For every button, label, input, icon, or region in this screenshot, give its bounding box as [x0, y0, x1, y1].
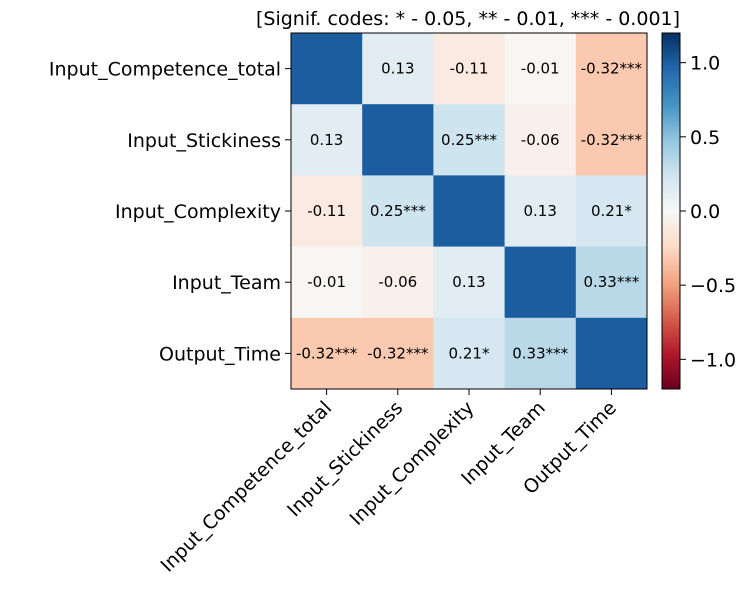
- cell-value-label: 0.25***: [441, 131, 497, 149]
- heatmap-cell: [504, 317, 577, 390]
- cell-value-label: -0.06: [378, 273, 417, 291]
- colorbar-gradient: [661, 32, 681, 390]
- row-label: Input_Complexity: [115, 201, 281, 223]
- cell-value-label: 0.25***: [370, 202, 426, 220]
- heatmap-cell: [575, 175, 648, 248]
- heatmap-cell: [504, 175, 577, 248]
- heatmap-cell: [291, 104, 363, 176]
- cell-value-label: -0.32***: [367, 344, 429, 362]
- colorbar-tick-label: 0.5: [690, 127, 720, 149]
- heatmap-cell-labels: 0.13 -0.11 -0.01 -0.32*** 0.13 0.25*** -0.06 -0…: [296, 60, 643, 363]
- row-label: Input_Team: [172, 272, 281, 294]
- heatmap-cell: [291, 317, 363, 390]
- heatmap-cell: [291, 246, 363, 319]
- heatmap-cell: [362, 33, 434, 105]
- colorbar-tick-label: 1.0: [690, 53, 720, 75]
- row-labels: Input_Competence_total Input_Stickiness In…: [49, 59, 291, 365]
- heatmap-cell: [433, 175, 506, 248]
- heatmap-cell: [291, 175, 363, 248]
- heatmap-cells: [291, 33, 648, 390]
- heatmap-cell: [433, 33, 506, 105]
- colorbar-tick-label: −0.5: [690, 275, 736, 297]
- chart-title: [Signif. codes: * - 0.05, ** - 0.01, ***…: [256, 8, 680, 30]
- column-labels: Input_Competence_totalInput_StickinessIn…: [156, 389, 621, 577]
- cell-value-label: 0.33***: [512, 344, 568, 362]
- heatmap-cell: [504, 246, 577, 319]
- colorbar-tick-label: −1.0: [690, 349, 736, 371]
- heatmap-cell: [362, 104, 434, 176]
- heatmap-cell: [433, 317, 506, 390]
- cell-value-label: 0.13: [523, 202, 556, 220]
- row-label: Input_Competence_total: [49, 59, 281, 81]
- cell-value-label: 0.33***: [583, 273, 639, 291]
- cell-value-label: -0.32***: [296, 344, 358, 362]
- cell-value-label: 0.13: [310, 131, 343, 149]
- cell-value-label: -0.01: [521, 60, 560, 78]
- cell-value-label: -0.11: [450, 60, 489, 78]
- heatmap-cell: [504, 33, 577, 105]
- cell-value-label: -0.06: [521, 131, 560, 149]
- heatmap-cell: [362, 175, 434, 248]
- cell-value-label: 0.13: [452, 273, 485, 291]
- row-label: Input_Stickiness: [127, 130, 281, 152]
- cell-value-label: 0.21*: [449, 344, 490, 362]
- heatmap-cell: [362, 317, 434, 390]
- cell-value-label: -0.32***: [581, 131, 643, 149]
- heatmap-cell: [433, 104, 506, 176]
- heatmap-cell: [575, 33, 648, 105]
- cell-value-label: 0.21*: [591, 202, 632, 220]
- cell-value-label: 0.13: [381, 60, 414, 78]
- heatmap-cell: [504, 104, 577, 176]
- cell-value-label: -0.01: [307, 273, 346, 291]
- heatmap-cell: [575, 246, 648, 319]
- cell-value-label: -0.11: [307, 202, 346, 220]
- cell-value-label: -0.32***: [581, 60, 643, 78]
- heatmap-cell: [575, 317, 648, 390]
- heatmap-cell: [291, 33, 363, 105]
- heatmap-cell: [575, 104, 648, 176]
- column-label: Input_Complexity: [346, 397, 479, 530]
- row-label: Output_Time: [159, 343, 281, 365]
- colorbar-tick-label: 0.0: [690, 201, 720, 223]
- heatmap-cell: [433, 246, 506, 319]
- heatmap-cell: [362, 246, 434, 319]
- colorbar: 1.0 0.5 0.0 −0.5 −1.0: [661, 32, 736, 390]
